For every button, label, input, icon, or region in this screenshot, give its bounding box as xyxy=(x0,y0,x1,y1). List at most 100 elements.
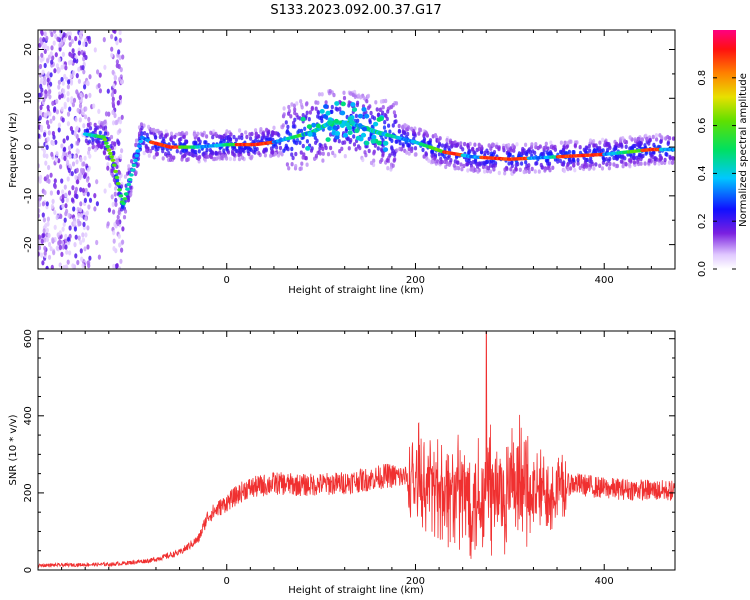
heatmap-halo-cell xyxy=(254,131,258,136)
heatmap-noise-cell xyxy=(60,178,64,184)
heatmap-halo-cell xyxy=(296,115,300,120)
heatmap-noise-cell xyxy=(118,119,123,125)
heatmap-noise-cell xyxy=(55,151,59,157)
heatmap-noise-cell xyxy=(65,135,70,141)
heatmap-halo-cell xyxy=(346,136,350,142)
heatmap-noise-cell xyxy=(46,221,50,227)
heatmap-halo-cell xyxy=(644,151,648,156)
heatmap-noise-cell xyxy=(42,152,46,158)
heatmap-noise-cell xyxy=(76,179,80,185)
heatmap-halo-cell xyxy=(572,162,576,168)
heatmap-noise-cell xyxy=(74,234,78,240)
heatmap-halo-cell xyxy=(395,148,399,153)
heatmap-halo-cell xyxy=(624,162,628,167)
heatmap-halo-cell xyxy=(582,147,586,152)
heatmap-halo-cell xyxy=(142,150,146,156)
heatmap-noise-cell xyxy=(45,144,49,150)
heatmap-noise-cell xyxy=(84,41,88,48)
heatmap-noise-cell xyxy=(79,187,83,193)
heatmap-ridge-cell xyxy=(111,163,117,167)
heatmap-noise-cell xyxy=(45,227,50,233)
heatmap-noise-cell xyxy=(60,106,64,112)
heatmap-noise-cell xyxy=(59,213,63,219)
heatmap-ridge-cell xyxy=(110,158,116,162)
heatmap-halo-cell xyxy=(464,157,468,163)
heatmap-halo-cell xyxy=(361,157,365,163)
heatmap-halo-cell xyxy=(653,156,658,161)
heatmap-halo-cell xyxy=(91,140,95,146)
heatmap-turbulent-cell xyxy=(382,140,389,146)
heatmap-halo-cell xyxy=(294,151,298,157)
heatmap-halo-cell xyxy=(631,155,636,160)
heatmap-halo-cell xyxy=(417,131,421,136)
heatmap-halo-cell xyxy=(397,123,401,129)
heatmap-noise-cell xyxy=(87,182,91,188)
heatmap-halo-cell xyxy=(214,131,218,137)
heatmap-noise-cell xyxy=(84,93,88,99)
heatmap-turbulent-cell xyxy=(347,130,353,136)
heatmap-ridge-cell xyxy=(138,139,144,144)
heatmap-halo-cell xyxy=(592,166,596,171)
heatmap-noise-cell xyxy=(50,31,54,38)
heatmap-turbulent-cell xyxy=(339,123,345,128)
heatmap-halo-cell xyxy=(657,161,661,166)
heatmap-halo-cell xyxy=(491,160,495,165)
heatmap-noise-cell xyxy=(43,79,47,85)
heatmap-ridge-cell xyxy=(114,175,120,180)
heatmap-halo-cell xyxy=(600,166,605,171)
heatmap-noise-cell xyxy=(110,46,114,52)
heatmap-halo-cell xyxy=(431,159,435,165)
heatmap-noise-cell xyxy=(115,263,119,269)
heatmap-halo-cell xyxy=(324,100,328,105)
heatmap-noise-cell xyxy=(50,59,54,65)
heatmap-halo-cell xyxy=(100,143,104,148)
heatmap-halo-cell xyxy=(348,139,352,145)
heatmap-noise-cell xyxy=(47,130,51,136)
heatmap-halo-cell xyxy=(632,160,637,165)
heatmap-turbulent-cell xyxy=(349,120,355,125)
heatmap-halo-cell xyxy=(289,114,293,119)
colorbar-tick-label: 0.4 xyxy=(697,165,708,181)
heatmap-halo-cell xyxy=(200,132,204,137)
heatmap-noise-cell xyxy=(113,112,117,119)
heatmap-turbulent-cell xyxy=(332,125,338,130)
heatmap-halo-cell xyxy=(395,139,399,144)
heatmap-halo-cell xyxy=(303,126,307,131)
heatmap-halo-cell xyxy=(648,137,653,143)
heatmap-halo-cell xyxy=(97,142,101,148)
heatmap-halo-cell xyxy=(298,166,302,172)
heatmap-halo-cell xyxy=(304,102,309,107)
heatmap-halo-cell xyxy=(318,151,322,156)
heatmap-noise-cell xyxy=(58,46,62,52)
heatmap-halo-cell xyxy=(401,124,405,129)
heatmap-halo-cell xyxy=(659,139,663,144)
heatmap-ridge-cell xyxy=(122,197,128,201)
heatmap-noise-cell xyxy=(103,64,107,70)
heatmap-noise-cell xyxy=(76,107,80,113)
heatmap-halo-cell xyxy=(573,168,577,173)
heatmap-halo-cell xyxy=(540,151,544,157)
heatmap-halo-cell xyxy=(264,147,268,152)
heatmap-halo-cell xyxy=(522,169,526,175)
heatmap-halo-cell xyxy=(253,138,258,143)
heatmap-halo-cell xyxy=(290,146,294,152)
heatmap-halo-cell xyxy=(477,142,481,147)
heatmap-ridge-cell xyxy=(121,201,126,206)
heatmap-halo-cell xyxy=(161,156,165,161)
heatmap-halo-cell xyxy=(286,124,290,130)
heatmap-halo-cell xyxy=(179,136,183,142)
heatmap-halo-cell xyxy=(87,146,91,152)
heatmap-noise-cell xyxy=(76,259,80,266)
heatmap-noise-cell xyxy=(65,197,69,203)
heatmap-halo-cell xyxy=(308,110,312,115)
heatmap-halo-cell xyxy=(316,114,320,119)
spectrogram-heatmap xyxy=(38,30,675,269)
heatmap-noise-cell xyxy=(117,63,121,70)
heatmap-halo-cell xyxy=(379,147,384,152)
heatmap-noise-cell xyxy=(93,47,97,53)
heatmap-noise-cell xyxy=(71,263,75,269)
heatmap-halo-cell xyxy=(454,155,459,160)
heatmap-halo-cell xyxy=(466,145,471,150)
heatmap-noise-cell xyxy=(64,65,68,71)
heatmap-halo-cell xyxy=(337,139,341,144)
